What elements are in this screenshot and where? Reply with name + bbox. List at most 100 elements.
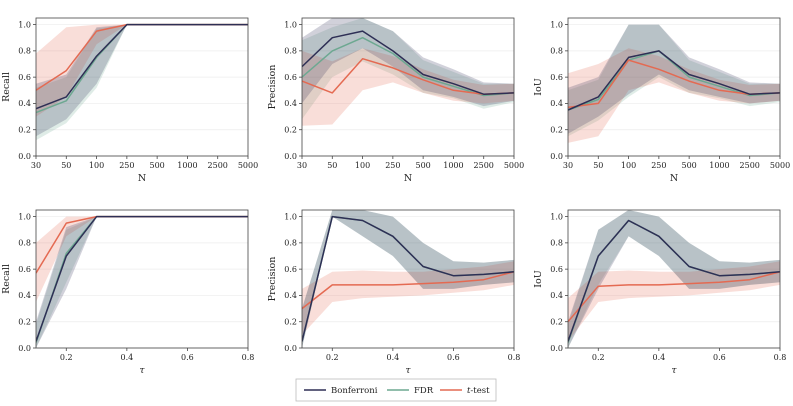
x-tick-label: 50 (593, 161, 603, 170)
series-line-bonferroni (302, 215, 514, 342)
legend-label-bonferroni: Bonferroni (331, 386, 378, 396)
legend-label-t-test-rest: -test (470, 386, 490, 396)
panel-5: 0.0 0.2 0.4 0.6 0.8 1.0 0.2 0.4 0.6 0.8 Precision τ (267, 209, 521, 376)
panel-3: 0.0 0.2 0.4 0.6 0.8 1.0 30 50 100 250 500 1000 2500 5… (533, 17, 790, 184)
y-tick-label: 0.4 (18, 291, 31, 300)
ci-band-bonferroni (302, 210, 514, 348)
series-line-bonferroni (302, 30, 514, 95)
panel-2: 0.0 0.2 0.4 0.6 0.8 1.0 30 50 100 250 500 1000 2500 5… (267, 17, 524, 184)
x-tick-label: 1000 (443, 161, 463, 170)
plot-area (302, 18, 514, 126)
ci-band-bonferroni (568, 24, 780, 134)
y-tick-label: 0.4 (284, 99, 297, 108)
y-tick-label: 0.8 (18, 239, 31, 248)
y-tick-label: 0.0 (284, 344, 297, 353)
y-tick-label: 0.4 (18, 99, 31, 108)
y-tick-label: 1.0 (18, 20, 31, 29)
y-tick-label: 0.2 (284, 318, 297, 327)
y-tick-label: 0.4 (284, 291, 297, 300)
y-tick-label: 0.2 (550, 318, 563, 327)
y-tick-label: 0.8 (284, 239, 297, 248)
x-tick-label: 1000 (709, 161, 729, 170)
ci-band-fdr (302, 18, 514, 120)
y-tick-label: 0.4 (550, 99, 563, 108)
panel-1: 0.0 0.2 0.4 0.6 0.8 1.0 30 50 100 250 500 1000 2500 5… (1, 17, 258, 184)
x-tick-label: 0.8 (242, 353, 255, 362)
y-tick-label: 0.2 (284, 126, 297, 135)
y-axis-label: Precision (267, 257, 278, 302)
axes-frame (35, 17, 249, 157)
x-tick-label: 100 (355, 161, 370, 170)
x-axis-label: τ (405, 365, 411, 376)
x-tick-label: 2500 (208, 161, 228, 170)
ci-band-t-test (302, 261, 514, 335)
y-tick-label: 0.8 (550, 239, 563, 248)
axes-frame (35, 209, 249, 349)
x-tick-label: 50 (61, 161, 71, 170)
x-tick-label: 1000 (177, 161, 197, 170)
chart-panels: 0.0 0.2 0.4 0.6 0.8 1.0 30 50 100 250 500 1000 2500 5… (1, 17, 790, 376)
x-tick-label: 30 (31, 161, 41, 170)
x-tick-label: 5000 (238, 161, 258, 170)
x-axis-label: N (138, 173, 146, 184)
y-tick-label: 0.2 (18, 126, 31, 135)
x-tick-label: 0.2 (592, 353, 605, 362)
y-axis-label: IoU (533, 78, 544, 95)
x-axis-label: N (670, 173, 678, 184)
y-tick-label: 0.6 (550, 73, 563, 82)
series-line-t-test (302, 271, 514, 310)
axes-frame (567, 209, 781, 349)
series-line-bonferroni (568, 50, 780, 111)
x-tick-label: 5000 (504, 161, 524, 170)
y-tick-label: 0.6 (18, 73, 31, 82)
series-line-bonferroni (568, 219, 780, 342)
y-tick-label: 0.8 (18, 47, 31, 56)
x-tick-label: 30 (563, 161, 573, 170)
y-tick-label: 0.6 (550, 265, 563, 274)
x-tick-label: 500 (150, 161, 165, 170)
series-line-bonferroni (36, 23, 248, 110)
x-tick-label: 250 (119, 161, 134, 170)
y-tick-label: 0.4 (550, 291, 563, 300)
x-tick-label: 500 (416, 161, 431, 170)
series-line-t-test (568, 271, 780, 323)
x-axis-label: N (404, 173, 412, 184)
ci-band-fdr (36, 24, 248, 141)
y-axis-label: Precision (267, 65, 278, 110)
legend-label-fdr: FDR (414, 386, 434, 396)
x-tick-label: 0.2 (60, 353, 73, 362)
legend: Bonferroni FDR t-test (295, 378, 497, 402)
ci-band-bonferroni (36, 24, 248, 137)
y-axis-label: IoU (533, 270, 544, 287)
plot-area (36, 215, 248, 348)
plot-area (36, 23, 248, 141)
ci-band-fdr (302, 210, 514, 348)
y-tick-label: 1.0 (284, 20, 297, 29)
y-tick-label: 0.0 (18, 344, 31, 353)
x-tick-label: 5000 (770, 161, 790, 170)
ci-band-bonferroni (568, 210, 780, 348)
x-tick-label: 0.6 (447, 353, 460, 362)
ci-band-t-test (36, 216, 248, 302)
x-tick-label: 250 (651, 161, 666, 170)
y-tick-label: 0.2 (550, 126, 563, 135)
y-tick-label: 0.0 (550, 344, 563, 353)
y-tick-label: 0.8 (550, 47, 563, 56)
y-tick-label: 0.6 (284, 265, 297, 274)
x-axis-label: τ (139, 365, 145, 376)
y-tick-label: 1.0 (18, 212, 31, 221)
plot-area (302, 210, 514, 348)
y-tick-label: 1.0 (284, 212, 297, 221)
series-line-t-test (568, 59, 780, 109)
y-tick-label: 1.0 (550, 212, 563, 221)
ci-band-t-test (36, 24, 248, 117)
axes-frame (301, 209, 515, 349)
x-tick-label: 0.2 (326, 353, 339, 362)
axes-frame (301, 17, 515, 157)
x-tick-label: 0.8 (508, 353, 521, 362)
y-axis-label: Recall (1, 264, 12, 294)
x-tick-label: 0.4 (652, 353, 665, 362)
x-tick-label: 2500 (740, 161, 760, 170)
series-line-t-test (302, 57, 514, 95)
